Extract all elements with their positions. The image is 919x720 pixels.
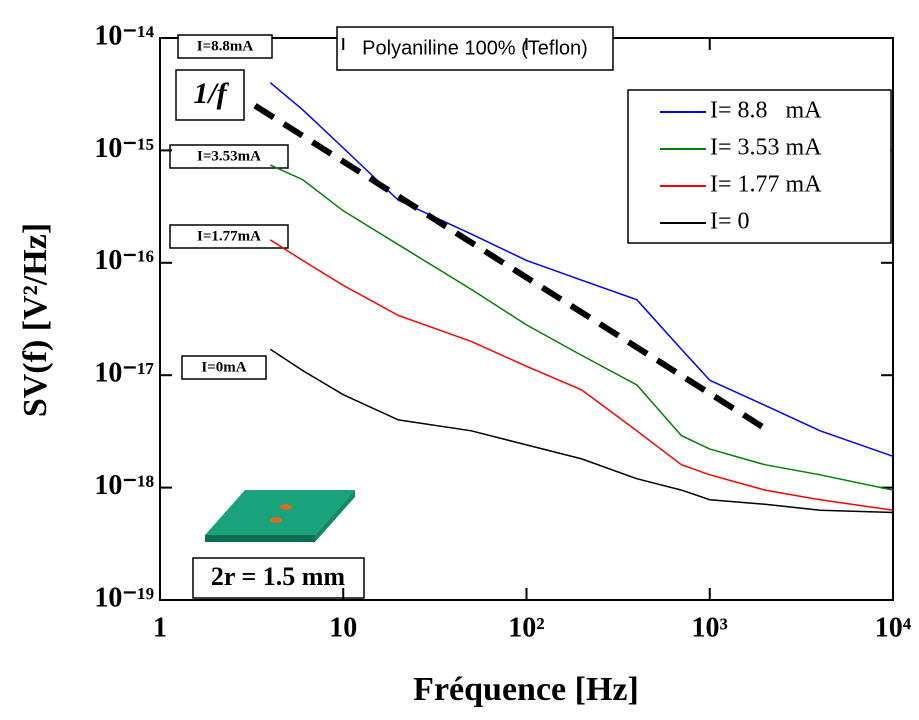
x-tick-label: 10² — [508, 612, 544, 643]
series-line — [269, 348, 894, 514]
contact — [280, 504, 292, 510]
annotation-box — [177, 34, 273, 59]
y-tick-label: 10⁻¹⁵ — [94, 133, 154, 164]
sample-chip-edge — [205, 535, 315, 542]
series-line — [269, 82, 894, 458]
contact — [270, 517, 282, 523]
series-line — [269, 164, 894, 491]
annotation-box — [181, 355, 267, 380]
annotation: Polyaniline 100% (Teflon) — [362, 37, 588, 59]
y-tick-label: 10⁻¹⁸ — [94, 470, 154, 501]
annotation: 2r = 1.5 mm — [211, 562, 346, 591]
legend-box — [627, 89, 892, 244]
y-tick-label: 10⁻¹⁹ — [94, 582, 154, 613]
x-axis-label: Fréquence [Hz] — [413, 671, 639, 708]
y-tick-label: 10⁻¹⁶ — [94, 245, 154, 276]
annotation-box — [169, 224, 289, 249]
sample-chip — [205, 490, 355, 535]
legend-label: I= 0 — [710, 209, 750, 235]
annotations: I=8.8mA I=3.53mA I=1.77mA I=0mA Polyanil… — [169, 26, 614, 599]
annotation: 1/f — [193, 77, 229, 110]
annotation-box — [175, 69, 245, 121]
x-tick-label: 10 — [329, 612, 357, 643]
annotation: I=1.77mA — [197, 228, 261, 244]
y-tick-label: 10⁻¹⁷ — [94, 358, 154, 389]
legend-label: I= 3.53 mA — [710, 135, 822, 161]
x-tick-label: 10⁴ — [875, 612, 912, 643]
legend-label: I= 8.8 mA — [710, 98, 822, 124]
series-line — [269, 239, 894, 511]
y-tick-label: 10⁻¹⁴ — [94, 20, 154, 51]
annotation: I=0mA — [201, 359, 246, 375]
annotation-box — [192, 557, 365, 599]
x-tick-label: 1 — [153, 612, 167, 643]
x-tick-label: 10³ — [692, 612, 728, 643]
legend-label: I= 1.77 mA — [710, 172, 822, 198]
y-axis-label: SV(f) [V²/Hz] — [17, 223, 54, 417]
annotation: I=8.8mA — [197, 38, 254, 54]
annotation-box — [336, 26, 614, 71]
annotation-box — [169, 144, 289, 169]
annotation: I=3.53mA — [197, 148, 261, 164]
sample-chip-edge — [315, 490, 355, 542]
